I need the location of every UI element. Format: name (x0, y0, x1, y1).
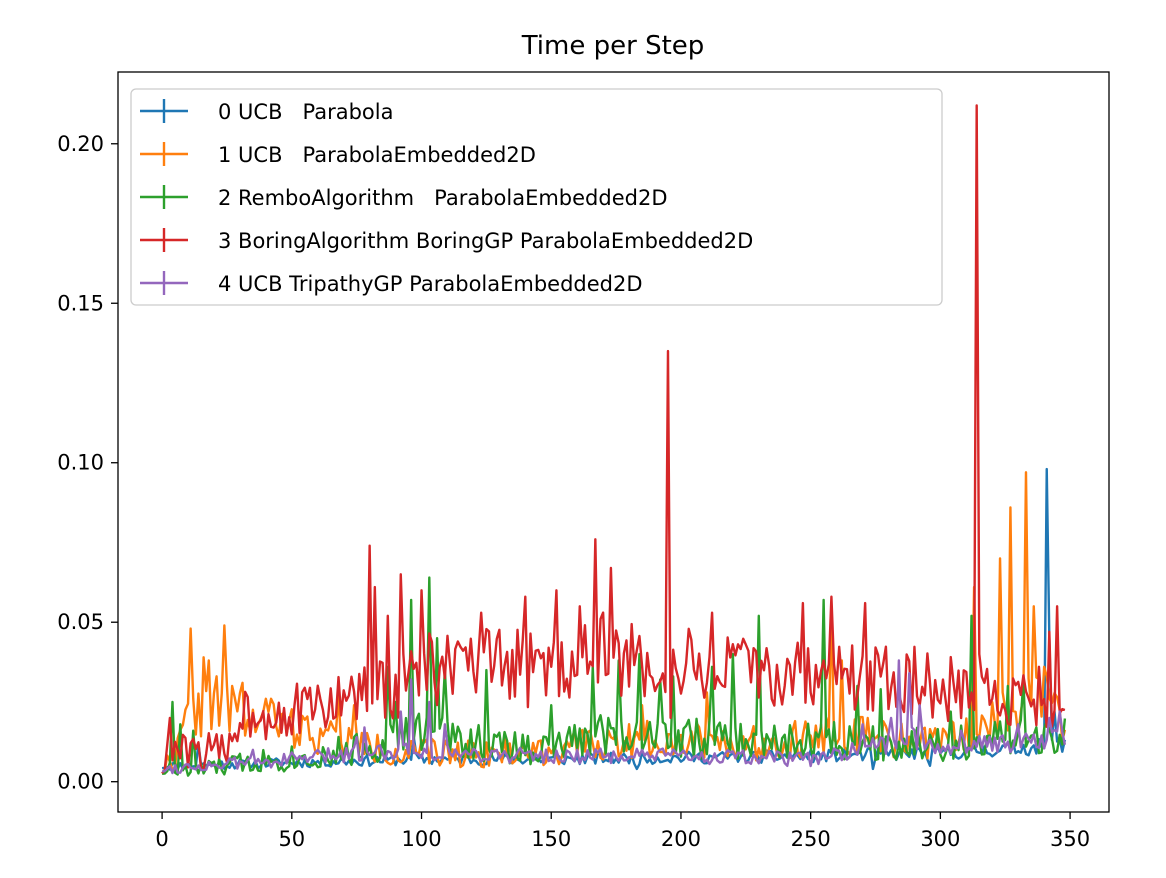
legend-label: 3 BoringAlgorithm BoringGP ParabolaEmbed… (218, 229, 753, 253)
legend-entry: 3 BoringAlgorithm BoringGP ParabolaEmbed… (140, 228, 753, 253)
x-tick-label: 300 (920, 827, 960, 851)
y-tick-label: 0.00 (57, 770, 104, 794)
y-tick-label: 0.15 (57, 291, 104, 315)
legend-box (130, 88, 943, 306)
legend-label: 2 RemboAlgorithm ParabolaEmbedded2D (218, 186, 668, 210)
legend-entry: 2 RemboAlgorithm ParabolaEmbedded2D (140, 185, 668, 210)
legend-label: 1 UCB ParabolaEmbedded2D (218, 143, 536, 167)
x-axis: 0 50 100 150 200 250 300 350 (155, 812, 1090, 851)
legend-label: 0 UCB Parabola (218, 100, 393, 124)
legend: 0 UCB Parabola 1 UCB ParabolaEmbedded2D 2 … (130, 88, 943, 306)
series-line-2 (162, 576, 1067, 777)
series-layer (161, 104, 1067, 777)
y-tick-label: 0.05 (57, 610, 104, 634)
legend-entry: 4 UCB TripathyGP ParabolaEmbedded2D (140, 271, 643, 296)
legend-entry: 1 UCB ParabolaEmbedded2D (140, 142, 536, 167)
x-tick-label: 350 (1050, 827, 1090, 851)
series-line-0 (161, 467, 1067, 771)
x-tick-label: 150 (531, 827, 571, 851)
series-line-3 (161, 104, 1066, 775)
x-tick-label: 200 (661, 827, 701, 851)
x-tick-label: 100 (401, 827, 441, 851)
plot-frame (117, 71, 1110, 813)
x-tick-label: 0 (155, 827, 168, 851)
x-tick-label: 250 (791, 827, 831, 851)
y-tick-label: 0.20 (57, 132, 104, 156)
y-tick-label: 0.10 (57, 451, 104, 475)
legend-label: 4 UCB TripathyGP ParabolaEmbedded2D (218, 272, 643, 296)
chart-title: Time per Step (521, 31, 705, 61)
x-tick-label: 50 (278, 827, 305, 851)
series-line-4 (161, 659, 1067, 775)
legend-entry: 0 UCB Parabola (140, 99, 393, 124)
y-axis: 0.00 0.05 0.10 0.15 0.20 (57, 132, 118, 794)
